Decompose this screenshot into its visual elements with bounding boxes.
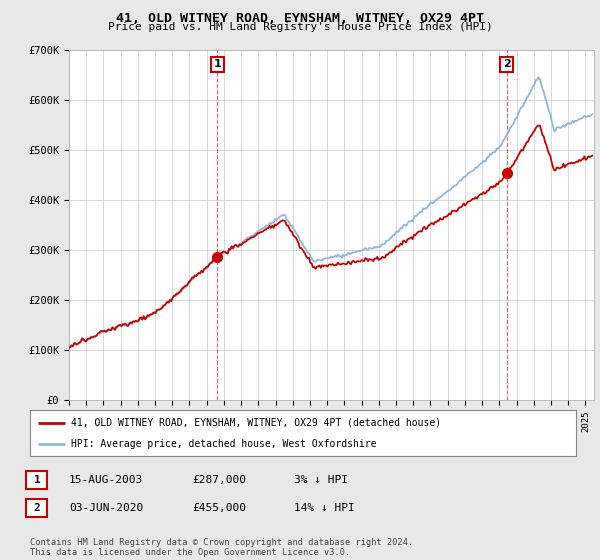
Text: 41, OLD WITNEY ROAD, EYNSHAM, WITNEY, OX29 4PT: 41, OLD WITNEY ROAD, EYNSHAM, WITNEY, OX… (116, 12, 484, 25)
Text: 03-JUN-2020: 03-JUN-2020 (69, 503, 143, 513)
Text: £455,000: £455,000 (192, 503, 246, 513)
Text: 1: 1 (214, 59, 221, 69)
Text: 2: 2 (34, 503, 40, 513)
Text: 1: 1 (34, 475, 40, 485)
Text: 2: 2 (503, 59, 511, 69)
Text: 3% ↓ HPI: 3% ↓ HPI (294, 475, 348, 485)
Text: 14% ↓ HPI: 14% ↓ HPI (294, 503, 355, 513)
Text: 15-AUG-2003: 15-AUG-2003 (69, 475, 143, 485)
Text: 41, OLD WITNEY ROAD, EYNSHAM, WITNEY, OX29 4PT (detached house): 41, OLD WITNEY ROAD, EYNSHAM, WITNEY, OX… (71, 418, 441, 428)
Text: Price paid vs. HM Land Registry's House Price Index (HPI): Price paid vs. HM Land Registry's House … (107, 22, 493, 32)
Text: £287,000: £287,000 (192, 475, 246, 485)
Text: HPI: Average price, detached house, West Oxfordshire: HPI: Average price, detached house, West… (71, 439, 376, 449)
Text: Contains HM Land Registry data © Crown copyright and database right 2024.
This d: Contains HM Land Registry data © Crown c… (30, 538, 413, 557)
